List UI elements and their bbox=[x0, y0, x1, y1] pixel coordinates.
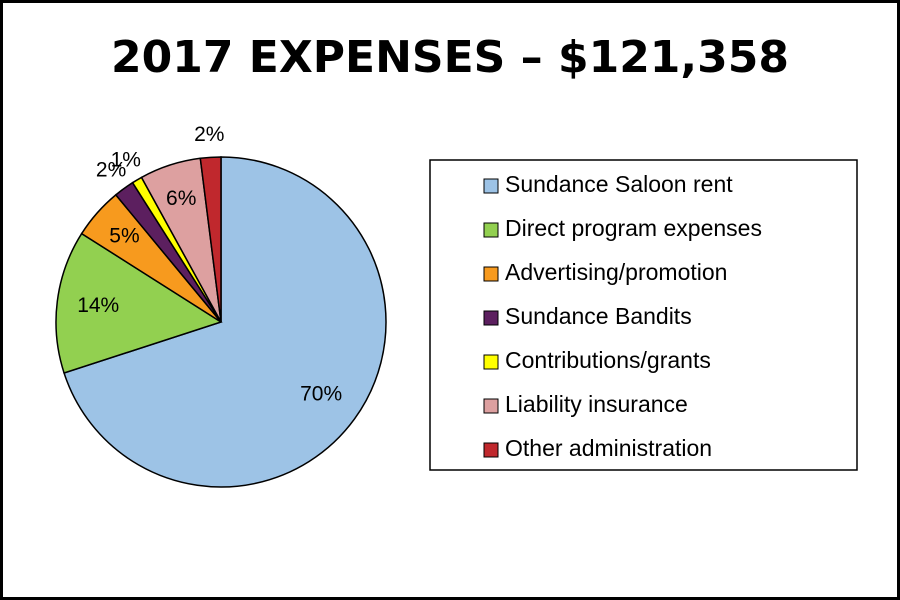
chart-title: 2017 EXPENSES – $121,358 bbox=[111, 32, 789, 83]
legend-label: Advertising/promotion bbox=[505, 259, 727, 285]
data-label: 1% bbox=[111, 149, 141, 172]
data-label: 14% bbox=[77, 294, 119, 317]
data-label: 2% bbox=[96, 158, 126, 181]
pie-slice bbox=[55, 232, 223, 374]
legend-label: Liability insurance bbox=[505, 391, 688, 417]
legend-swatch bbox=[483, 354, 499, 370]
data-label: 5% bbox=[109, 224, 139, 247]
legend-swatch bbox=[483, 222, 499, 238]
legend-swatch bbox=[483, 310, 499, 326]
legend-label: Contributions/grants bbox=[505, 347, 711, 373]
legend-swatch bbox=[483, 266, 499, 282]
legend-swatch bbox=[483, 442, 499, 458]
legend-swatch bbox=[483, 178, 499, 194]
legend-swatch bbox=[483, 398, 499, 414]
data-label: 70% bbox=[300, 382, 342, 405]
pie-slice bbox=[63, 156, 387, 488]
legend-label: Other administration bbox=[505, 435, 712, 461]
pie-slice bbox=[199, 156, 222, 323]
legend-label: Sundance Saloon rent bbox=[505, 171, 733, 197]
data-label: 2% bbox=[194, 123, 224, 146]
legend-label: Direct program expenses bbox=[505, 215, 762, 241]
data-label: 6% bbox=[166, 187, 196, 210]
legend-box bbox=[429, 159, 858, 471]
legend-label: Sundance Bandits bbox=[505, 303, 692, 329]
